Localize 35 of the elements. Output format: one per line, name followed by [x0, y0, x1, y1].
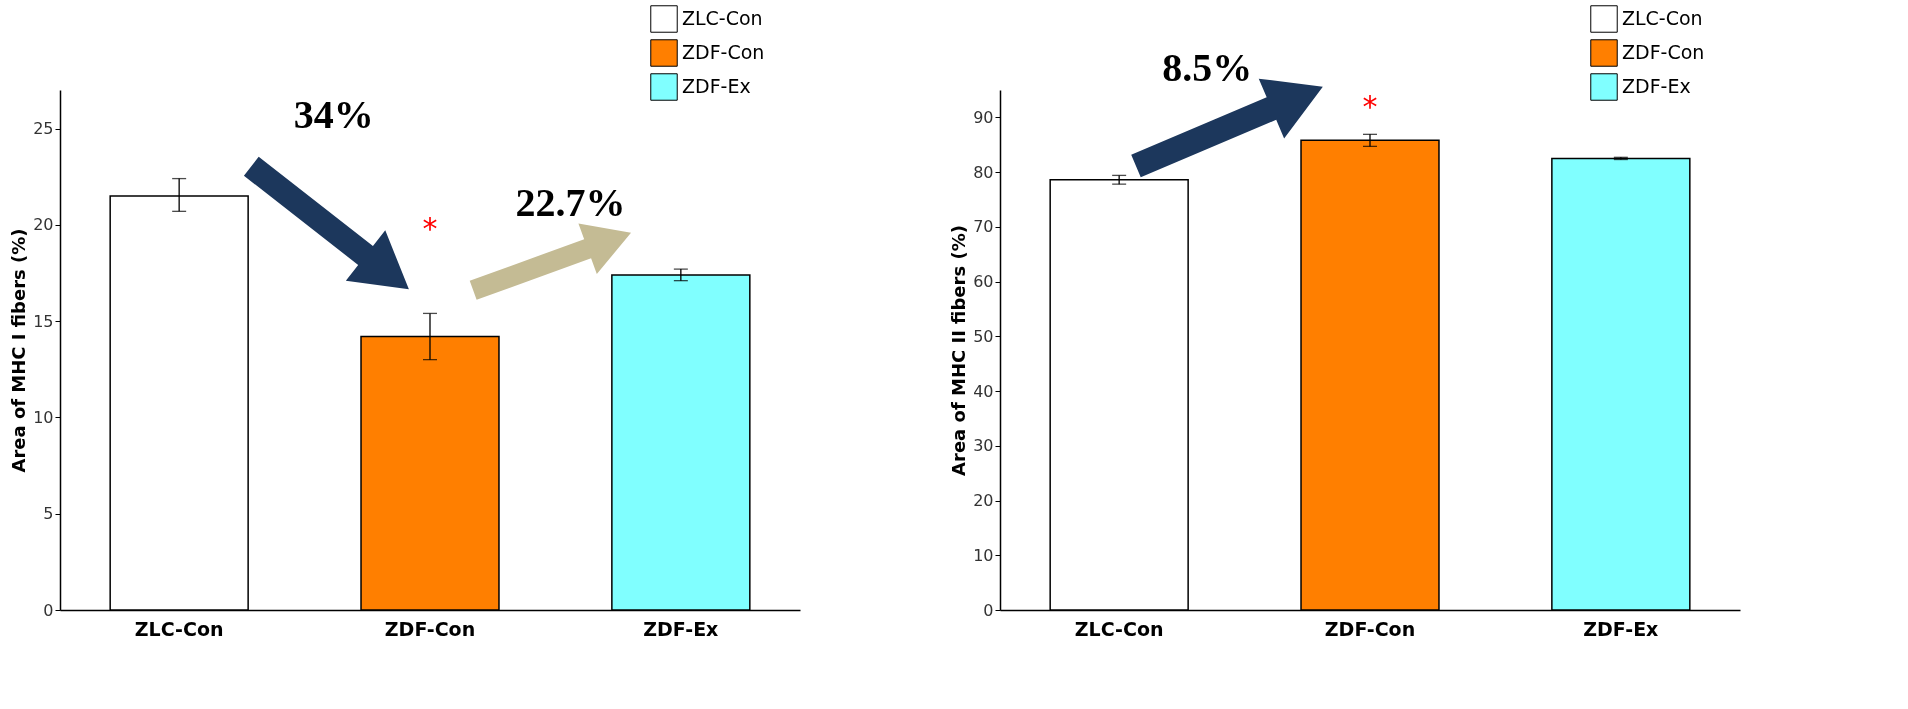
x-tick-label: ZLC-Con [134, 617, 224, 640]
legend-label: ZDF-Con [682, 41, 765, 63]
y-tick-label: 15 [33, 311, 54, 331]
y-tick-label: 80 [973, 162, 994, 182]
x-tick-label: ZDF-Ex [1583, 617, 1659, 640]
annotation: 22.7% [515, 180, 626, 226]
y-tick-label: 30 [973, 436, 994, 456]
y-tick-label: 25 [33, 119, 54, 139]
annotation: 34% [293, 92, 374, 137]
y-tick-label: 10 [973, 545, 994, 565]
legend-label: ZDF-Ex [682, 75, 751, 97]
y-tick-label: 60 [973, 272, 994, 292]
y-tick-label: 5 [43, 504, 54, 524]
y-tick-label: 0 [983, 600, 994, 620]
y-tick-label: 40 [973, 381, 994, 401]
y-tick-label: 20 [973, 491, 994, 511]
y-tick-label: 0 [43, 600, 54, 620]
y-tick-label: 90 [973, 107, 994, 127]
legend-label: ZDF-Ex [1622, 75, 1691, 97]
annotation: * [1362, 89, 1378, 125]
y-tick-label: 10 [33, 407, 54, 427]
text: 8.5% [1162, 45, 1253, 91]
x-tick-label: ZDF-Ex [643, 617, 719, 640]
x-tick-label: ZDF-Con [384, 617, 476, 640]
y-tick-label: 70 [973, 217, 994, 237]
x-tick-label: ZLC-Con [1074, 617, 1164, 640]
legend-label: ZDF-Con [1622, 41, 1705, 63]
legend-label: ZLC-Con [682, 7, 763, 29]
y-tick-label: 20 [33, 215, 54, 235]
y-tick-label: 50 [973, 326, 994, 346]
y-axis-title: Area of MHC I fibers (%) [8, 228, 30, 473]
x-tick-label: ZDF-Con [1324, 617, 1416, 640]
legend-label: ZLC-Con [1622, 7, 1703, 29]
y-axis-title: Area of MHC II fibers (%) [948, 225, 970, 476]
annotation: * [422, 211, 438, 247]
